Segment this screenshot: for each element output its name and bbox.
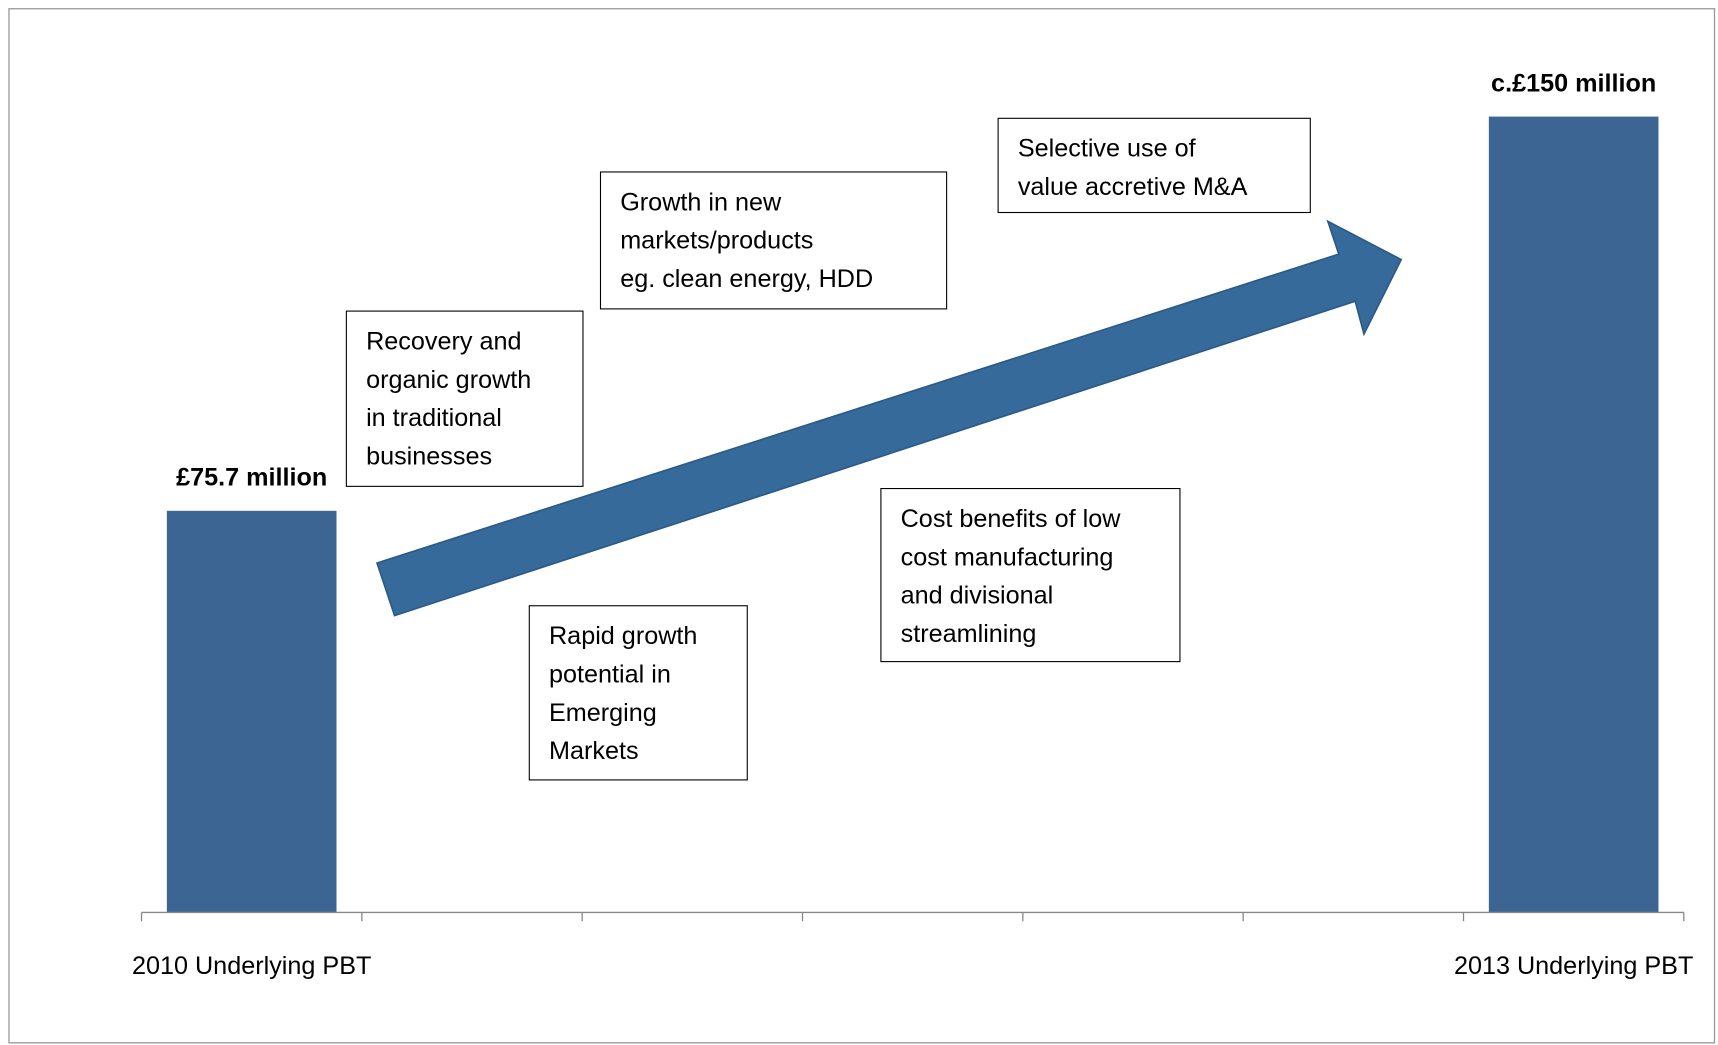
growth-arrow bbox=[375, 219, 1403, 617]
x-tick-label: 2013 Underlying PBT bbox=[1454, 952, 1693, 980]
bar bbox=[1488, 116, 1659, 913]
value-label: c.£150 million bbox=[1491, 69, 1656, 97]
annotation-text: Cost benefits of low bbox=[901, 505, 1122, 533]
annotation-text: cost manufacturing bbox=[901, 543, 1114, 571]
annotation-text: markets/products bbox=[620, 227, 813, 255]
x-tick-label: 2010 Underlying PBT bbox=[132, 952, 371, 980]
annotation-text: Markets bbox=[549, 737, 639, 765]
annotation-box bbox=[599, 171, 948, 310]
annotation-box bbox=[880, 487, 1181, 663]
annotation-text: streamlining bbox=[901, 620, 1037, 648]
annotation-box bbox=[997, 117, 1311, 214]
annotation-text: businesses bbox=[366, 443, 492, 471]
annotation-text: Growth in new bbox=[620, 188, 782, 216]
annotation-text: and divisional bbox=[901, 582, 1054, 610]
bar bbox=[166, 510, 337, 913]
annotation-box bbox=[528, 605, 748, 781]
annotation-text: Recovery and bbox=[366, 328, 521, 356]
value-label: £75.7 million bbox=[176, 464, 327, 492]
annotation-text: potential in bbox=[549, 661, 671, 689]
annotation-text: organic growth bbox=[366, 366, 531, 394]
annotation-text: in traditional bbox=[366, 404, 502, 432]
annotation-text: eg. clean energy, HDD bbox=[620, 265, 873, 293]
annotation-text: Selective use of bbox=[1018, 135, 1197, 163]
annotation-text: Rapid growth bbox=[549, 622, 697, 650]
annotation-text: Emerging bbox=[549, 699, 657, 727]
annotation-box bbox=[345, 310, 584, 487]
annotation-text: value accretive M&A bbox=[1018, 173, 1248, 201]
